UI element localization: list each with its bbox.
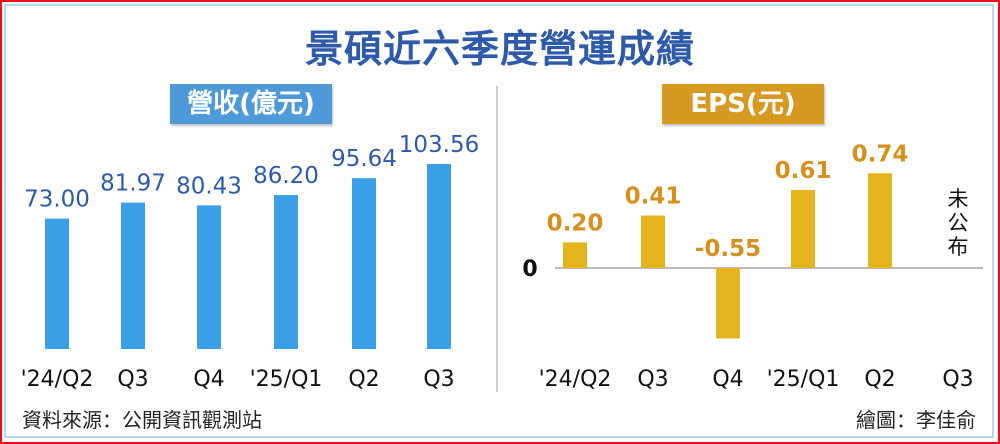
eps-bar bbox=[716, 268, 740, 339]
revenue-bar bbox=[274, 195, 298, 349]
revenue-x-tick: Q3 bbox=[423, 367, 454, 392]
revenue-bar bbox=[197, 205, 221, 349]
eps-x-tick: Q2 bbox=[864, 367, 895, 392]
eps-bar bbox=[641, 215, 665, 268]
eps-zero-label: 0 bbox=[522, 257, 537, 282]
eps-data-label: 0.41 bbox=[625, 184, 682, 210]
eps-x-tick: Q4 bbox=[712, 367, 743, 392]
revenue-data-label: 80.43 bbox=[176, 173, 242, 199]
eps-x-tick: '25/Q1 bbox=[767, 367, 840, 392]
eps-bar bbox=[868, 173, 892, 268]
revenue-chart-title: 營收(億元) bbox=[170, 84, 332, 124]
eps-unannounced-label: 未公布 bbox=[948, 187, 969, 259]
eps-x-tick: '24/Q2 bbox=[539, 367, 612, 392]
eps-data-label: -0.55 bbox=[695, 236, 761, 262]
panel-divider bbox=[496, 86, 498, 392]
eps-bar bbox=[563, 242, 587, 268]
eps-data-label: 0.61 bbox=[775, 158, 832, 184]
revenue-data-label: 86.20 bbox=[253, 163, 319, 189]
eps-bar bbox=[791, 189, 815, 268]
inner-frame bbox=[4, 4, 994, 438]
source-note: 資料來源：公開資訊觀測站 bbox=[22, 408, 262, 432]
eps-data-label: 0.74 bbox=[852, 141, 909, 167]
revenue-data-label: 103.56 bbox=[399, 132, 479, 158]
revenue-data-label: 81.97 bbox=[100, 171, 166, 197]
revenue-x-tick: Q3 bbox=[117, 367, 148, 392]
revenue-x-tick: '25/Q1 bbox=[250, 367, 323, 392]
eps-data-label: 0.20 bbox=[547, 210, 604, 236]
revenue-bar bbox=[45, 218, 69, 349]
revenue-x-tick: Q2 bbox=[348, 367, 379, 392]
eps-x-tick: Q3 bbox=[637, 367, 668, 392]
credit-note: 繪圖：李佳俞 bbox=[856, 408, 976, 432]
revenue-x-tick: '24/Q2 bbox=[21, 367, 94, 392]
revenue-bar bbox=[121, 202, 145, 349]
revenue-data-label: 95.64 bbox=[331, 146, 397, 172]
revenue-x-tick: Q4 bbox=[193, 367, 224, 392]
eps-x-tick: Q3 bbox=[942, 367, 973, 392]
page-title: 景碩近六季度營運成績 bbox=[304, 27, 695, 71]
revenue-bar bbox=[352, 178, 376, 349]
revenue-bar bbox=[427, 164, 451, 349]
revenue-data-label: 73.00 bbox=[24, 187, 90, 213]
eps-chart-title: EPS(元) bbox=[662, 84, 824, 124]
